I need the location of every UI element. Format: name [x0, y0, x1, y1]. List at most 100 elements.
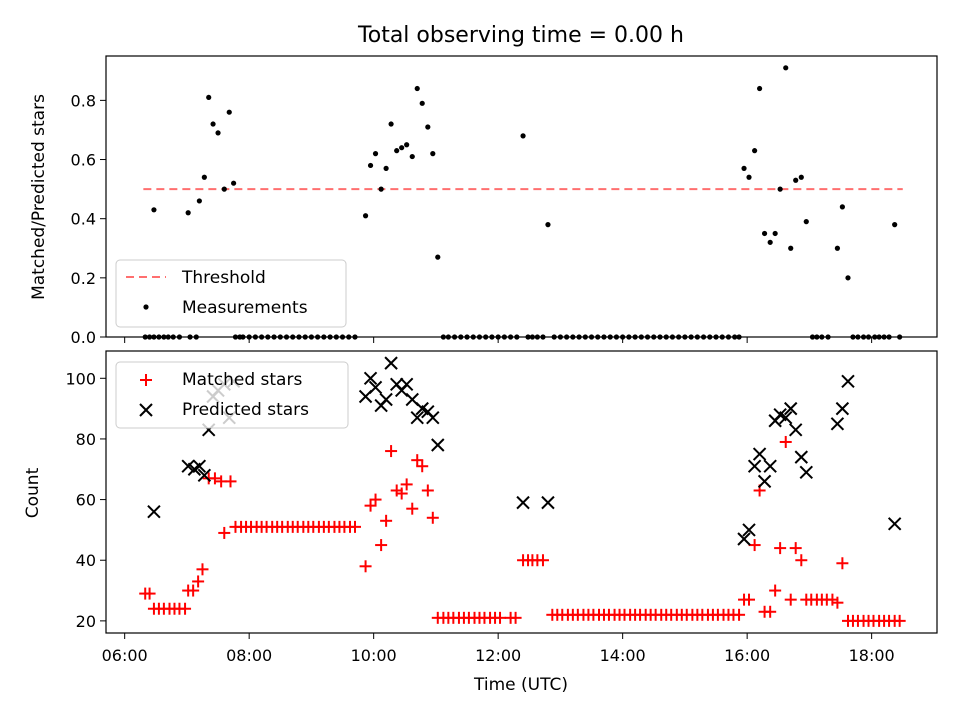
matched-star-point — [143, 587, 156, 600]
matched-star-point — [406, 502, 419, 515]
measurement-point — [435, 254, 441, 260]
y-tick-label: 0.2 — [71, 269, 96, 288]
y-tick-label: 100 — [65, 369, 96, 388]
measurement-point — [206, 94, 212, 101]
x-tick-label: 12:00 — [475, 646, 521, 665]
matched-star-point — [411, 454, 424, 467]
predicted-star-point — [752, 447, 767, 461]
matched-star-point — [893, 614, 906, 627]
measurement-point — [388, 121, 394, 127]
predicted-star-point — [742, 523, 756, 537]
predicted-star-point — [784, 401, 798, 416]
predicted-star-point — [379, 392, 393, 407]
measurement-point — [746, 174, 752, 180]
matched-star-point — [375, 539, 388, 552]
measurement-point — [545, 222, 551, 228]
measurement-point — [151, 207, 157, 213]
top-legend: Threshold Measurements — [115, 259, 347, 328]
predicted-star-point — [794, 450, 809, 464]
measurement-point — [221, 186, 227, 192]
matched-star-points — [139, 435, 906, 627]
predicted-star-point — [410, 411, 424, 425]
top-panel: 0.00.20.40.60.8 Matched/Predicted stars … — [29, 55, 938, 347]
matched-star-point — [364, 499, 377, 512]
measurement-point — [767, 239, 773, 245]
matched-star-point — [784, 593, 797, 606]
predicted-star-point — [431, 438, 445, 452]
matched-star-point — [748, 539, 761, 552]
bottom-y-ticks: 20 40 60 80 100 — [65, 369, 106, 631]
measurement-point — [201, 174, 207, 180]
measurement-point — [803, 219, 809, 225]
matched-star-point — [795, 554, 808, 567]
matched-star-point — [774, 542, 787, 555]
predicted-star-point — [147, 505, 161, 519]
predicted-star-point — [799, 465, 813, 479]
measurement-point — [892, 222, 898, 228]
predicted-star-point — [830, 417, 845, 431]
measurement-point — [783, 65, 789, 71]
matched-star-point — [831, 596, 844, 609]
predicted-star-point — [363, 371, 378, 385]
x-axis-label: Time (UTC) — [473, 675, 568, 695]
matched-star-point — [416, 460, 429, 473]
matched-star-point — [494, 611, 507, 624]
matched-star-point — [187, 584, 200, 597]
predicted-star-point — [426, 411, 440, 425]
predicted-star-point — [192, 459, 207, 473]
legend-measurements-label: Measurements — [182, 298, 308, 318]
measurement-point — [414, 85, 420, 92]
matched-star-point — [743, 593, 756, 606]
measurement-point — [756, 85, 763, 92]
matched-star-point — [426, 511, 439, 524]
matched-star-point — [192, 575, 205, 588]
y-tick-label: 0.6 — [71, 151, 96, 170]
measurement-point — [520, 133, 526, 139]
predicted-star-point — [197, 468, 212, 483]
measurement-point — [196, 198, 202, 204]
matched-star-point — [536, 554, 549, 567]
matched-star-point — [779, 435, 792, 448]
legend-matched-swatch — [140, 374, 152, 386]
legend-predicted-swatch — [139, 403, 153, 417]
predicted-star-point — [368, 380, 383, 395]
matched-star-point — [224, 475, 237, 488]
predicted-star-point — [516, 495, 530, 510]
bottom-y-axis-label: Count — [23, 467, 43, 518]
measurement-point — [777, 186, 783, 192]
measurement-points — [142, 65, 903, 340]
predicted-star-point — [841, 374, 855, 389]
bottom-panel-frame — [105, 350, 938, 634]
predicted-star-point — [788, 423, 803, 437]
measurement-point — [430, 151, 436, 157]
bottom-legend: Matched stars Predicted stars — [115, 361, 349, 429]
top-panel-frame — [105, 55, 938, 338]
measurement-point — [404, 142, 410, 148]
predicted-star-point — [399, 377, 414, 392]
predicted-star-point — [887, 517, 902, 531]
predicted-star-point — [779, 411, 793, 425]
chart-title: Total observing time = 0.00 h — [357, 23, 684, 48]
x-tick-label: 08:00 — [226, 646, 272, 665]
matched-star-point — [789, 542, 802, 555]
measurement-point — [425, 124, 431, 130]
predicted-star-point — [763, 459, 777, 473]
x-tick-label: 14:00 — [600, 646, 646, 665]
matched-star-point — [208, 472, 221, 485]
matched-star-point — [179, 602, 192, 615]
matched-star-point — [421, 484, 434, 497]
measurement-point — [367, 162, 374, 169]
matched-star-point — [836, 557, 849, 570]
matched-star-point — [400, 478, 413, 491]
measurement-point — [394, 148, 400, 154]
legend-measurements-swatch — [143, 304, 149, 310]
matched-star-point — [764, 605, 777, 618]
matched-star-point — [385, 445, 398, 458]
y-tick-label: 0.8 — [71, 91, 96, 110]
y-tick-label: 40 — [76, 551, 96, 570]
measurement-point — [419, 100, 425, 106]
measurement-point — [788, 245, 794, 251]
x-tick-label: 06:00 — [102, 646, 148, 665]
legend-threshold-label: Threshold — [181, 268, 266, 288]
